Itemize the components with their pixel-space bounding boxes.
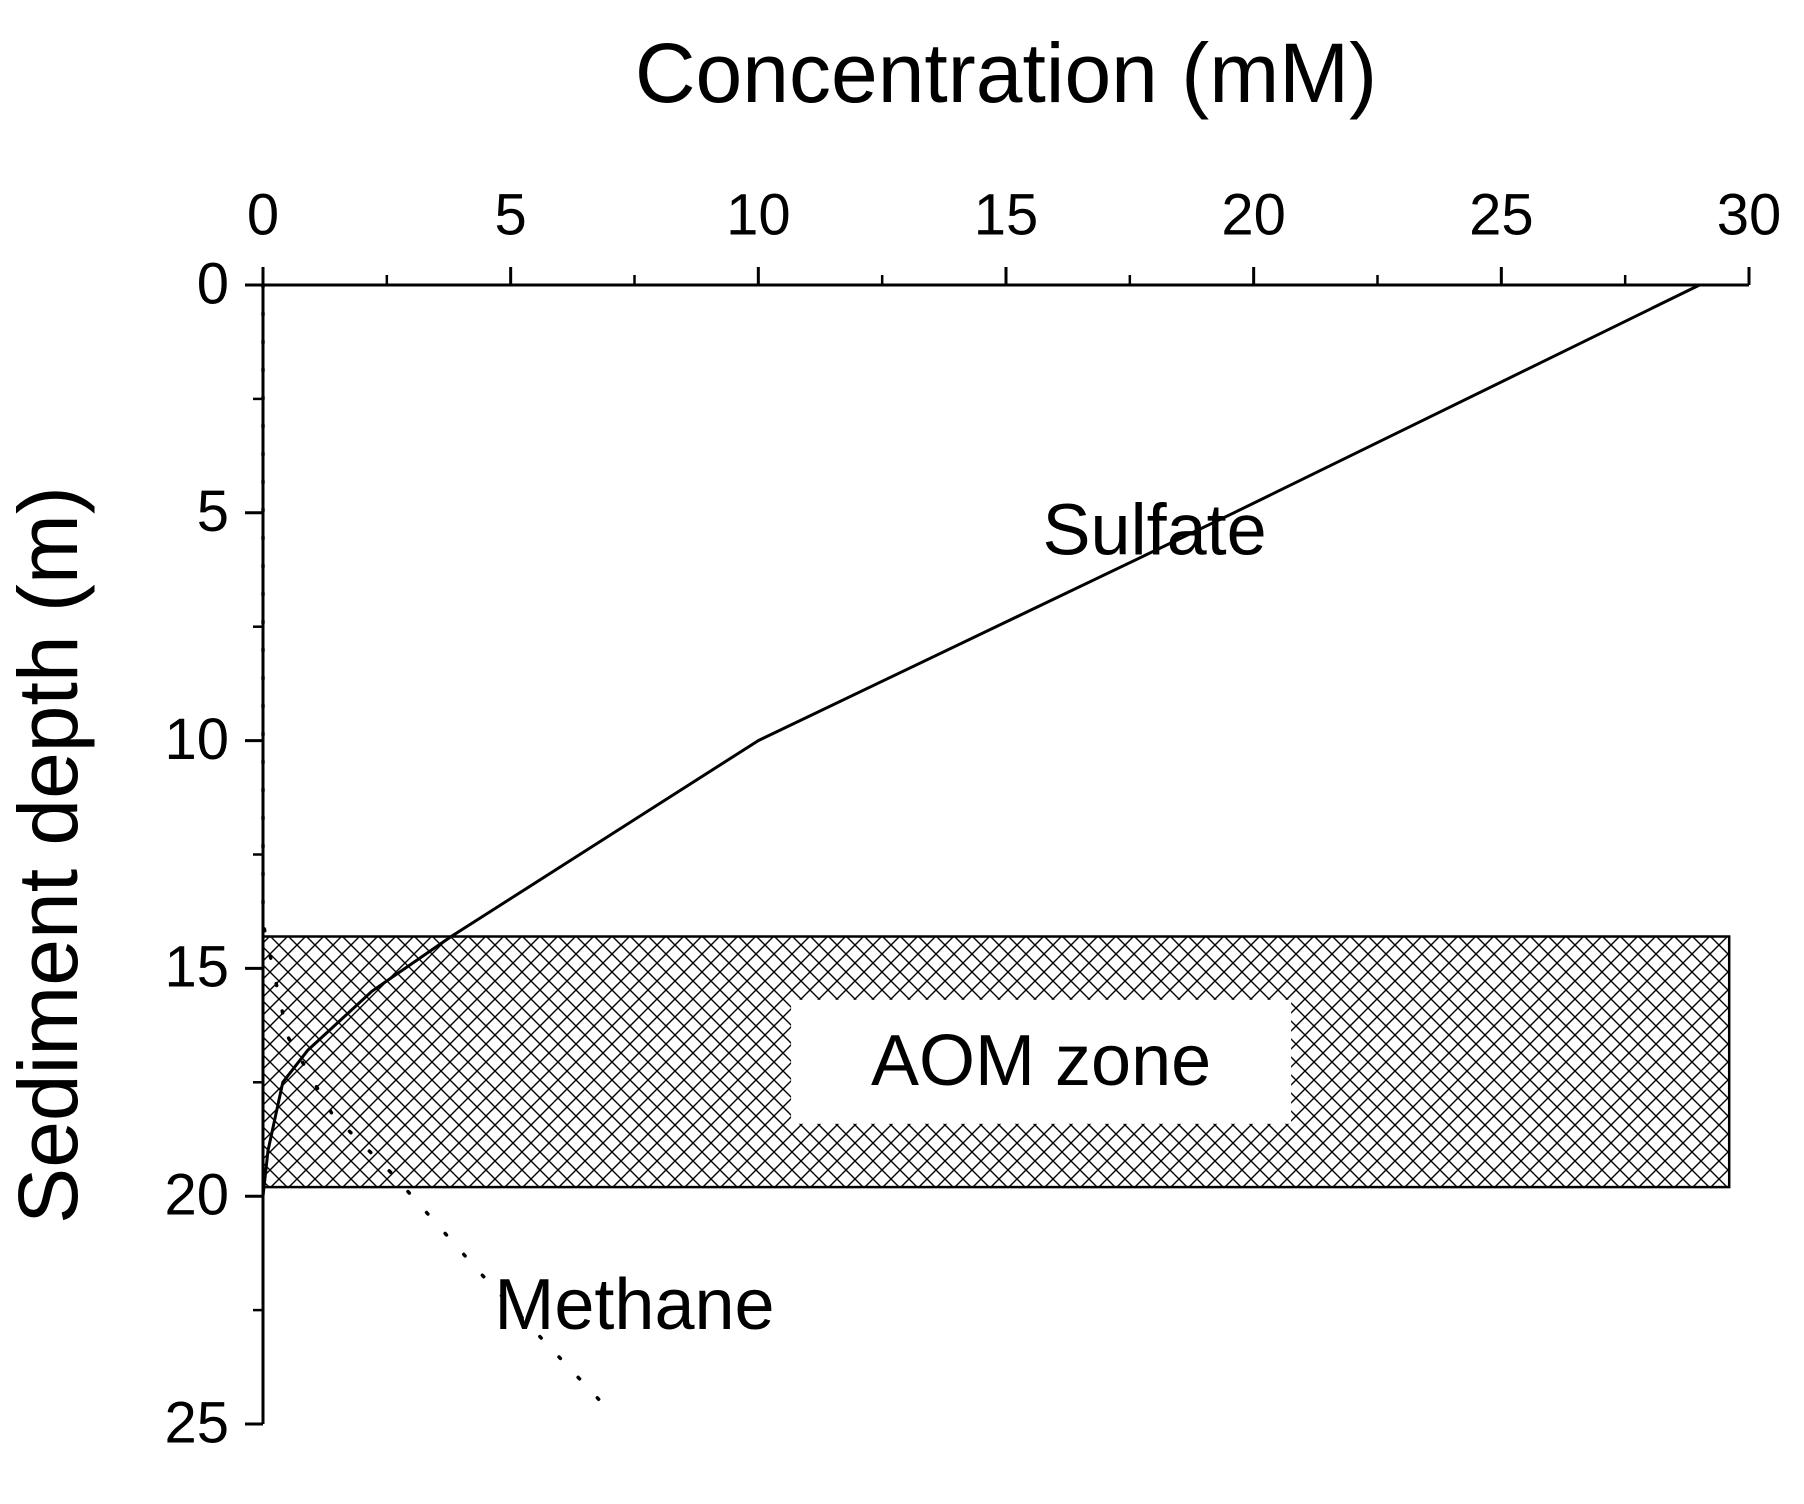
x-tick-label: 30: [1717, 182, 1782, 247]
x-tick-label: 20: [1221, 182, 1286, 247]
zone-label: AOM zone: [871, 1021, 1211, 1101]
x-axis-title: Concentration (mM): [635, 26, 1377, 120]
x-tick-label: 5: [495, 182, 527, 247]
y-tick-label: 25: [164, 1390, 229, 1455]
series-label: Sulfate: [1043, 491, 1267, 571]
y-tick-label: 15: [164, 935, 229, 1000]
series-line: [261, 283, 1701, 1424]
x-tick-label: 15: [974, 182, 1039, 247]
x-tick-label: 25: [1469, 182, 1534, 247]
y-tick-label: 10: [164, 707, 229, 772]
y-tick-label: 5: [197, 479, 229, 544]
y-axis-title: Sediment depth (m): [1, 486, 95, 1224]
x-tick-label: 10: [726, 182, 791, 247]
series-line: [261, 283, 607, 1408]
x-tick-label: 0: [247, 182, 279, 247]
y-tick-label: 0: [197, 251, 229, 316]
zone-label-box: [791, 999, 1292, 1124]
series-label: Methane: [494, 1265, 774, 1345]
y-tick-label: 20: [164, 1163, 229, 1228]
